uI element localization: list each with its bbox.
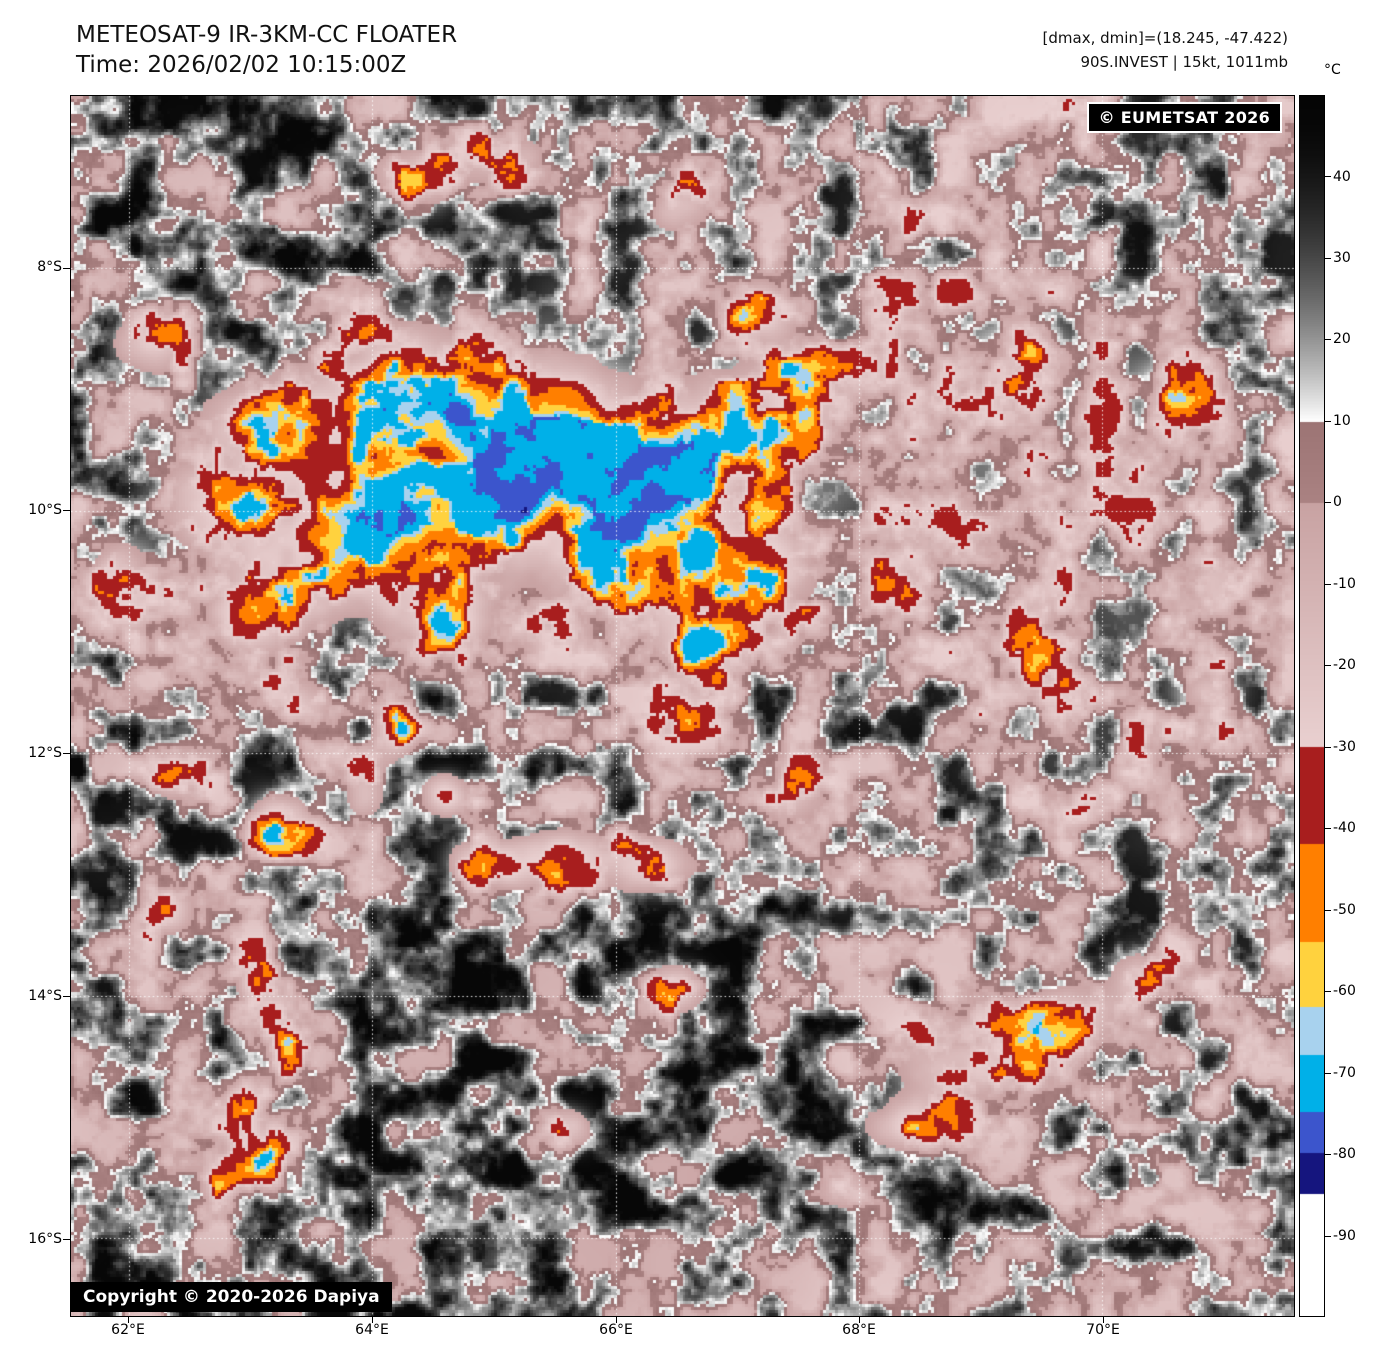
axis-tick-mark bbox=[1325, 1154, 1331, 1156]
cb-tick-label-m10: -10 bbox=[1333, 576, 1356, 592]
cb-tick-label-m30: -30 bbox=[1333, 739, 1356, 755]
cb-tick-label-m90: -90 bbox=[1333, 1228, 1356, 1244]
cb-tick-label-m60: -60 bbox=[1333, 983, 1356, 999]
axis-tick-mark bbox=[63, 996, 70, 998]
axis-tick-mark bbox=[1325, 1235, 1331, 1237]
title-block: METEOSAT-9 IR-3KM-CC FLOATER Time: 2026/… bbox=[76, 20, 457, 80]
cb-tick-label-m50: -50 bbox=[1333, 902, 1356, 918]
axis-tick-mark bbox=[859, 1317, 860, 1323]
dapiya-copyright-badge: Copyright © 2020-2026 Dapiya bbox=[71, 1282, 392, 1312]
axis-tick-mark bbox=[1103, 1317, 1104, 1323]
axis-tick-mark bbox=[1325, 420, 1331, 422]
axis-tick-mark bbox=[1325, 991, 1331, 993]
cb-tick-label-0: 0 bbox=[1333, 494, 1342, 510]
colorbar-unit-label: °C bbox=[1324, 62, 1341, 78]
x-tick-label-70e: 70°E bbox=[1086, 1322, 1120, 1338]
axis-tick-mark bbox=[63, 510, 70, 512]
axis-tick-mark bbox=[1325, 746, 1331, 748]
cb-tick-label-40: 40 bbox=[1333, 169, 1351, 185]
product-timestamp: Time: 2026/02/02 10:15:00Z bbox=[76, 52, 407, 78]
info-block: [dmax, dmin]=(18.245, -47.422) 90S.INVES… bbox=[1043, 26, 1288, 74]
axis-tick-mark bbox=[1325, 176, 1331, 178]
axis-tick-mark bbox=[1325, 257, 1331, 259]
cb-tick-label-10: 10 bbox=[1333, 413, 1351, 429]
dmax-dmin-readout: [dmax, dmin]=(18.245, -47.422) bbox=[1042, 29, 1288, 47]
y-tick-label-16s: 16°S bbox=[28, 1231, 62, 1247]
storm-status-readout: 90S.INVEST | 15kt, 1011mb bbox=[1080, 53, 1288, 71]
cb-tick-label-m40: -40 bbox=[1333, 820, 1356, 836]
colorbar bbox=[1299, 95, 1325, 1317]
y-tick-label-10s: 10°S bbox=[28, 502, 62, 518]
axis-tick-mark bbox=[1325, 1072, 1331, 1074]
y-tick-label-12s: 12°S bbox=[28, 745, 62, 761]
cb-tick-label-m20: -20 bbox=[1333, 657, 1356, 673]
axis-tick-mark bbox=[1325, 665, 1331, 667]
eumetsat-copyright-badge: © EUMETSAT 2026 bbox=[1086, 102, 1282, 133]
cb-tick-label-30: 30 bbox=[1333, 250, 1351, 266]
colorbar-gradient bbox=[1300, 96, 1324, 1316]
satellite-map-frame: © EUMETSAT 2026 Copyright © 2020-2026 Da… bbox=[70, 95, 1295, 1317]
product-title: METEOSAT-9 IR-3KM-CC FLOATER bbox=[76, 22, 458, 48]
cb-tick-label-m70: -70 bbox=[1333, 1065, 1356, 1081]
axis-tick-mark bbox=[1325, 339, 1331, 341]
x-tick-label-68e: 68°E bbox=[842, 1322, 876, 1338]
cb-tick-label-m80: -80 bbox=[1333, 1146, 1356, 1162]
axis-tick-mark bbox=[372, 1317, 373, 1323]
x-tick-label-62e: 62°E bbox=[111, 1322, 145, 1338]
axis-tick-mark bbox=[1325, 828, 1331, 830]
y-tick-label-8s: 8°S bbox=[37, 259, 62, 275]
axis-tick-mark bbox=[128, 1317, 129, 1323]
x-tick-label-66e: 66°E bbox=[599, 1322, 633, 1338]
satellite-ir-image bbox=[71, 96, 1294, 1316]
axis-tick-mark bbox=[63, 267, 70, 269]
axis-tick-mark bbox=[63, 1239, 70, 1241]
axis-tick-mark bbox=[1325, 502, 1331, 504]
axis-tick-mark bbox=[1325, 583, 1331, 585]
axis-tick-mark bbox=[1325, 909, 1331, 911]
axis-tick-mark bbox=[63, 753, 70, 755]
cb-tick-label-20: 20 bbox=[1333, 331, 1351, 347]
x-tick-label-64e: 64°E bbox=[355, 1322, 389, 1338]
axis-tick-mark bbox=[616, 1317, 617, 1323]
y-tick-label-14s: 14°S bbox=[28, 988, 62, 1004]
